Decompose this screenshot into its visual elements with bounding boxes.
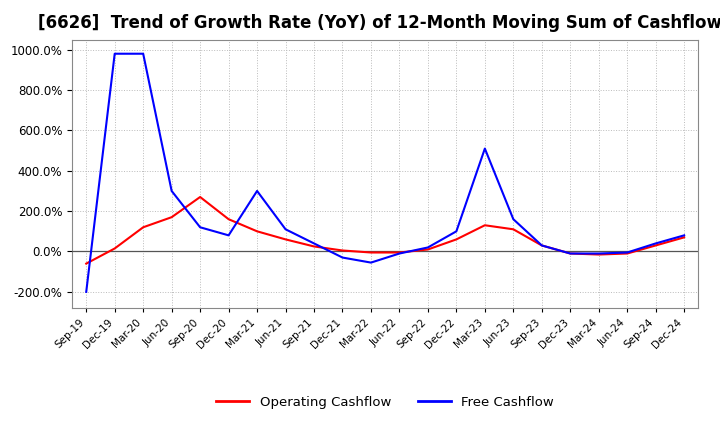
Title: [6626]  Trend of Growth Rate (YoY) of 12-Month Moving Sum of Cashflows: [6626] Trend of Growth Rate (YoY) of 12-… [38, 15, 720, 33]
Free Cashflow [82, 289, 91, 294]
Operating Cashflow [537, 243, 546, 248]
Operating Cashflow [282, 237, 290, 242]
Free Cashflow [566, 251, 575, 256]
Free Cashflow [509, 216, 518, 222]
Line: Operating Cashflow: Operating Cashflow [86, 197, 684, 264]
Free Cashflow [225, 233, 233, 238]
Free Cashflow [110, 51, 119, 56]
Operating Cashflow [652, 243, 660, 248]
Free Cashflow [366, 260, 375, 265]
Line: Free Cashflow: Free Cashflow [86, 54, 684, 292]
Operating Cashflow [196, 194, 204, 200]
Operating Cashflow [225, 216, 233, 222]
Operating Cashflow [366, 250, 375, 255]
Operating Cashflow [423, 247, 432, 252]
Operating Cashflow [452, 237, 461, 242]
Free Cashflow [395, 251, 404, 256]
Operating Cashflow [253, 229, 261, 234]
Operating Cashflow [566, 251, 575, 256]
Operating Cashflow [139, 225, 148, 230]
Free Cashflow [452, 229, 461, 234]
Operating Cashflow [480, 223, 489, 228]
Free Cashflow [623, 250, 631, 255]
Free Cashflow [139, 51, 148, 56]
Free Cashflow [282, 227, 290, 232]
Free Cashflow [480, 146, 489, 151]
Operating Cashflow [82, 261, 91, 266]
Free Cashflow [338, 255, 347, 260]
Operating Cashflow [595, 252, 603, 257]
Free Cashflow [310, 241, 318, 246]
Free Cashflow [652, 241, 660, 246]
Operating Cashflow [623, 251, 631, 256]
Operating Cashflow [509, 227, 518, 232]
Legend: Operating Cashflow, Free Cashflow: Operating Cashflow, Free Cashflow [211, 391, 559, 414]
Free Cashflow [595, 251, 603, 256]
Free Cashflow [423, 245, 432, 250]
Free Cashflow [537, 243, 546, 248]
Operating Cashflow [395, 250, 404, 255]
Free Cashflow [196, 225, 204, 230]
Operating Cashflow [310, 244, 318, 249]
Free Cashflow [253, 188, 261, 194]
Operating Cashflow [680, 235, 688, 240]
Free Cashflow [680, 233, 688, 238]
Operating Cashflow [167, 215, 176, 220]
Operating Cashflow [338, 248, 347, 253]
Operating Cashflow [110, 246, 119, 251]
Free Cashflow [167, 188, 176, 194]
